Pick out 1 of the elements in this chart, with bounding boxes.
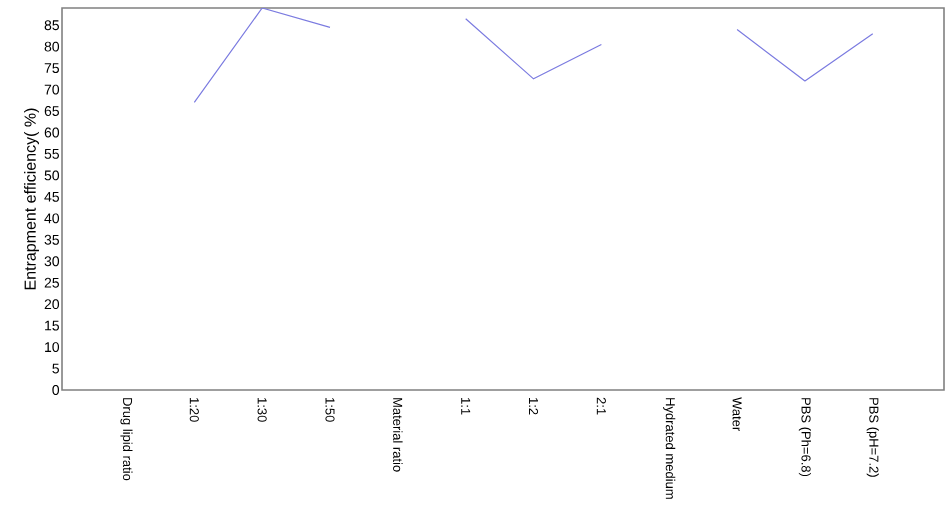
y-axis-title: Entrapment efficiency( %)	[24, 108, 39, 290]
